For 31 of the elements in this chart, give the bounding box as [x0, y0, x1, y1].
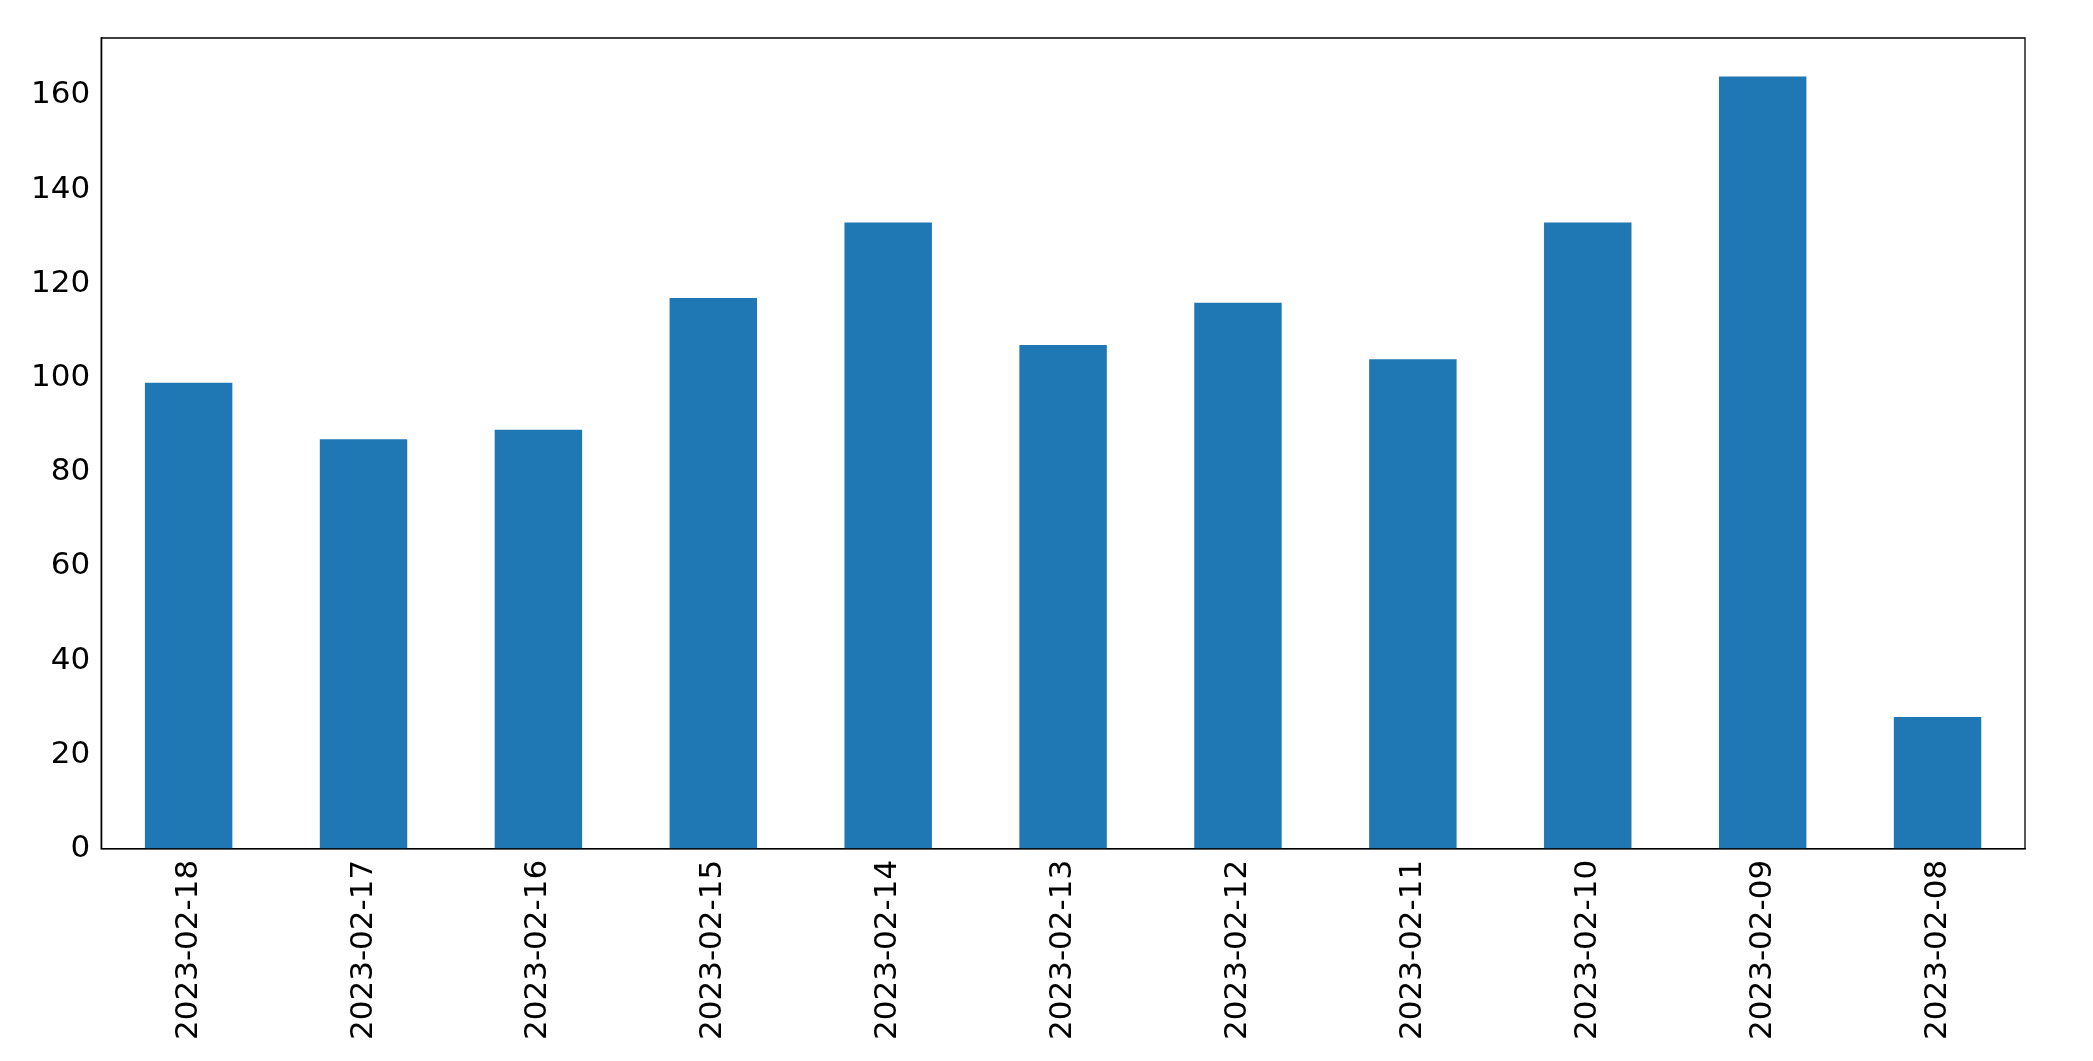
y-tick-label: 80 — [50, 451, 91, 488]
x-tick-label: 2023-02-09 — [1741, 859, 1778, 1041]
bar — [669, 297, 758, 849]
bar — [1718, 76, 1807, 849]
y-tick-label: 120 — [31, 262, 91, 299]
bar — [1893, 717, 1982, 849]
bar — [844, 222, 932, 849]
x-tick-label: 2023-02-15 — [692, 859, 729, 1041]
bar — [144, 382, 233, 849]
bar — [1019, 345, 1107, 849]
y-tick-label: 100 — [31, 357, 91, 394]
x-tick-label: 2023-02-17 — [342, 859, 379, 1041]
x-tick-label: 2023-02-12 — [1217, 859, 1254, 1041]
y-tick-label: 60 — [50, 545, 91, 582]
bar — [494, 429, 583, 849]
y-tick-label: 160 — [31, 74, 91, 111]
x-tick-label: 2023-02-08 — [1916, 859, 1953, 1041]
y-tick-label: 0 — [70, 827, 91, 864]
bar — [1369, 359, 1457, 849]
y-tick-label: 140 — [31, 168, 91, 205]
x-tick-label: 2023-02-14 — [867, 859, 904, 1041]
y-tick-label: 40 — [50, 639, 91, 676]
bar — [1194, 302, 1282, 849]
x-tick-label: 2023-02-16 — [517, 859, 554, 1041]
x-tick-label: 2023-02-10 — [1566, 859, 1603, 1041]
x-tick-label: 2023-02-11 — [1391, 859, 1428, 1041]
x-tick-label: 2023-02-13 — [1042, 859, 1079, 1041]
bar — [319, 439, 408, 849]
x-tick-label: 2023-02-18 — [167, 859, 204, 1041]
bar — [1544, 222, 1632, 849]
y-tick-label: 20 — [50, 733, 91, 770]
